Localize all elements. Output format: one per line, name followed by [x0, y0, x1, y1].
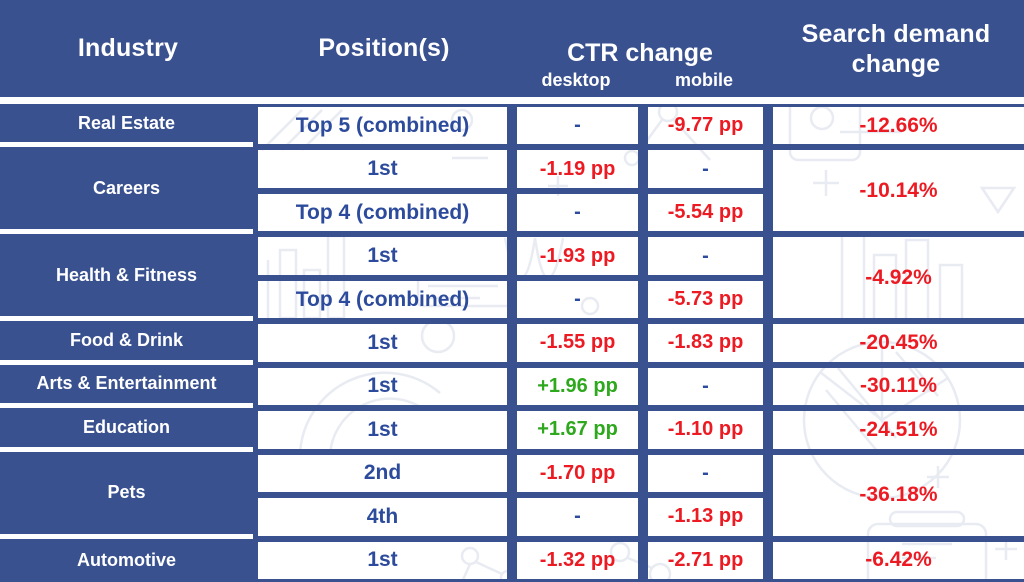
header-divider — [0, 97, 1024, 104]
ctr-mobile-cell: -1.10 pp — [643, 408, 768, 452]
position-cell: 1st — [253, 234, 512, 278]
ctr-mobile-cell: -2.71 pp — [643, 538, 768, 582]
search-demand-cell: -4.92% — [768, 234, 1024, 322]
position-cell: 2nd — [253, 451, 512, 496]
ctr-mobile-cell: - — [643, 364, 768, 409]
search-demand-cell: -36.18% — [768, 451, 1024, 539]
header-ctr-mobile: mobile — [674, 70, 733, 90]
doodle-plus-icon — [813, 170, 839, 196]
ctr-desktop-cell: -1.55 pp — [512, 321, 643, 365]
doodle-flipboard-icon — [866, 510, 988, 582]
ctr-mobile-cell: -1.13 pp — [643, 495, 768, 539]
doodle-chevrons-icon — [261, 109, 343, 151]
industry-education: Education — [0, 408, 253, 452]
position-cell: 1st — [253, 321, 512, 365]
search-demand-cell: -30.11% — [768, 364, 1024, 409]
ctr-desktop-cell: - — [512, 190, 643, 235]
table-body: Real Estate Careers Health & Fitness Foo… — [0, 104, 1024, 582]
ctr-desktop-cell: - — [512, 495, 643, 539]
header-ctr-title: CTR change — [567, 39, 713, 67]
ctr-mobile-cell: - — [643, 451, 768, 496]
industry-food-drink: Food & Drink — [0, 321, 253, 365]
ctr-desktop-cell: -1.19 pp — [512, 147, 643, 191]
doodle-plus-small-icon — [548, 176, 949, 488]
ctr-desktop-cell: -1.70 pp — [512, 451, 643, 496]
position-cell: 1st — [253, 408, 512, 452]
position-cell: Top 5 (combined) — [253, 104, 512, 148]
industry-real-estate: Real Estate — [0, 104, 253, 148]
search-demand-cell: -6.42% — [768, 538, 1024, 582]
position-cell: 4th — [253, 495, 512, 539]
search-demand-cell: -10.14% — [768, 147, 1024, 235]
ctr-desktop-cell: +1.96 pp — [512, 364, 643, 409]
position-cell: 1st — [253, 538, 512, 582]
position-cell: Top 4 (combined) — [253, 190, 512, 235]
doodle-pie-chart-icon — [802, 340, 962, 500]
industry-careers: Careers — [0, 147, 253, 235]
ctr-desktop-cell: -1.32 pp — [512, 538, 643, 582]
doodle-triangle-icon — [979, 186, 1017, 215]
header-positions: Position(s) — [318, 34, 450, 62]
position-cell: 1st — [253, 147, 512, 191]
industry-arts-entertainment: Arts & Entertainment — [0, 364, 253, 409]
header-industry: Industry — [77, 34, 179, 62]
ctr-desktop-cell: +1.67 pp — [512, 408, 643, 452]
search-demand-cell: -20.45% — [768, 321, 1024, 365]
ctr-mobile-cell: -5.54 pp — [643, 190, 768, 235]
header-ctr-desktop: desktop — [541, 70, 611, 90]
table-header: Industry Position(s) CTR change desktop … — [0, 0, 1024, 97]
industry-health-fitness: Health & Fitness — [0, 234, 253, 322]
ctr-mobile-cell: - — [643, 234, 768, 278]
position-cell: Top 4 (combined) — [253, 277, 512, 322]
ctr-desktop-cell: -1.93 pp — [512, 234, 643, 278]
search-demand-cell: -12.66% — [768, 104, 1024, 148]
ctr-desktop-cell: - — [512, 104, 643, 148]
ctr-mobile-cell: -5.73 pp — [643, 277, 768, 322]
ctr-mobile-cell: -1.83 pp — [643, 321, 768, 365]
ctr-desktop-cell: - — [512, 277, 643, 322]
doodle-arc-icon — [298, 371, 441, 456]
ctr-mobile-cell: -9.77 pp — [643, 104, 768, 148]
header-search-demand: Search demand change — [801, 19, 991, 78]
header-ctr-change: CTR change desktop mobile — [512, 0, 768, 97]
doodle-plus-bottom-icon — [995, 538, 1017, 560]
search-demand-cell: -24.51% — [768, 408, 1024, 452]
ctr-mobile-cell: - — [643, 147, 768, 191]
position-cell: 1st — [253, 364, 512, 409]
industry-pets: Pets — [0, 451, 253, 539]
industry-automotive: Automotive — [0, 538, 253, 582]
